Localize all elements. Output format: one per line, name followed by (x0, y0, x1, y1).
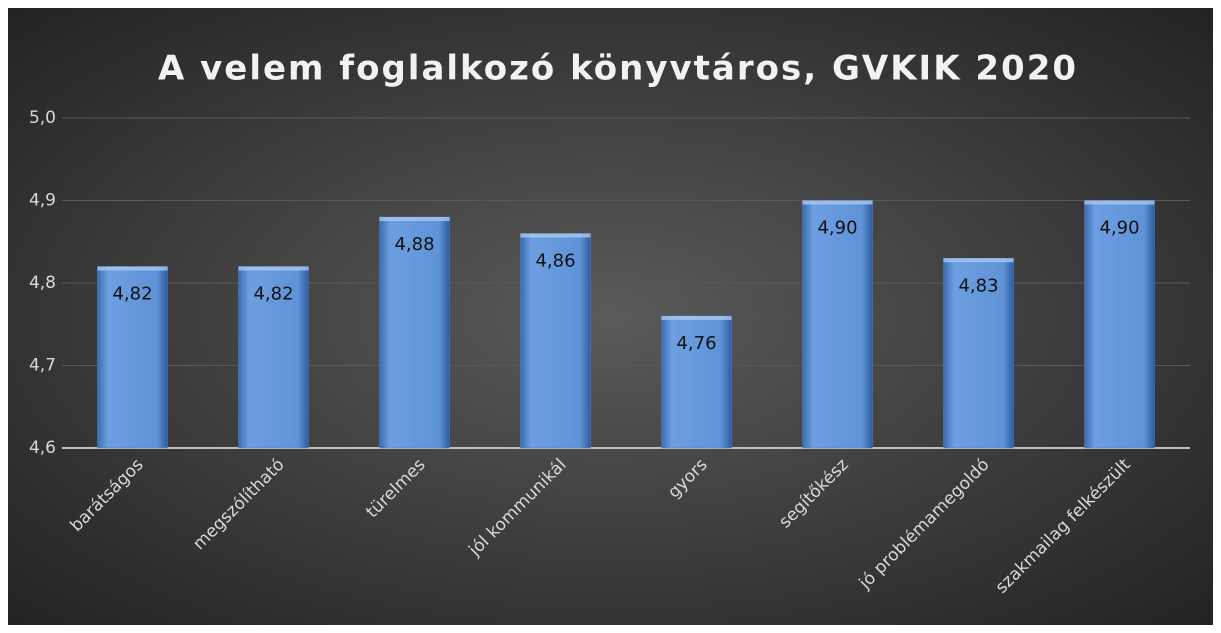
data-label: 4,90 (817, 218, 857, 239)
y-tick-label: 4,9 (29, 191, 56, 211)
data-label: 4,88 (394, 234, 434, 255)
bar (943, 258, 1014, 449)
bar-highlight (379, 217, 450, 221)
bar-highlight (97, 266, 168, 271)
bar-highlight (238, 266, 309, 271)
bar (661, 315, 732, 449)
bar-highlight (661, 316, 732, 320)
data-label: 4,90 (1099, 218, 1139, 239)
bar-highlight (943, 258, 1014, 263)
bar-highlight (520, 233, 591, 238)
bar (97, 266, 168, 449)
bar (379, 216, 450, 449)
chart-background (8, 8, 1213, 625)
data-label: 4,83 (958, 275, 998, 296)
data-label: 4,76 (676, 333, 716, 354)
y-tick-label: 5,0 (29, 108, 56, 128)
y-tick-label: 4,8 (29, 273, 56, 293)
data-label: 4,86 (535, 251, 575, 272)
bar-highlight (1084, 200, 1155, 205)
data-label: 4,82 (112, 284, 152, 305)
y-tick-label: 4,7 (29, 356, 56, 376)
data-label: 4,82 (253, 284, 293, 305)
y-tick-label: 4,6 (29, 438, 56, 458)
bar-highlight (802, 200, 873, 205)
bar (238, 266, 309, 449)
bar (802, 200, 873, 449)
bar (520, 233, 591, 449)
chart-title: A velem foglalkozó könyvtáros, GVKIK 202… (158, 49, 1078, 89)
